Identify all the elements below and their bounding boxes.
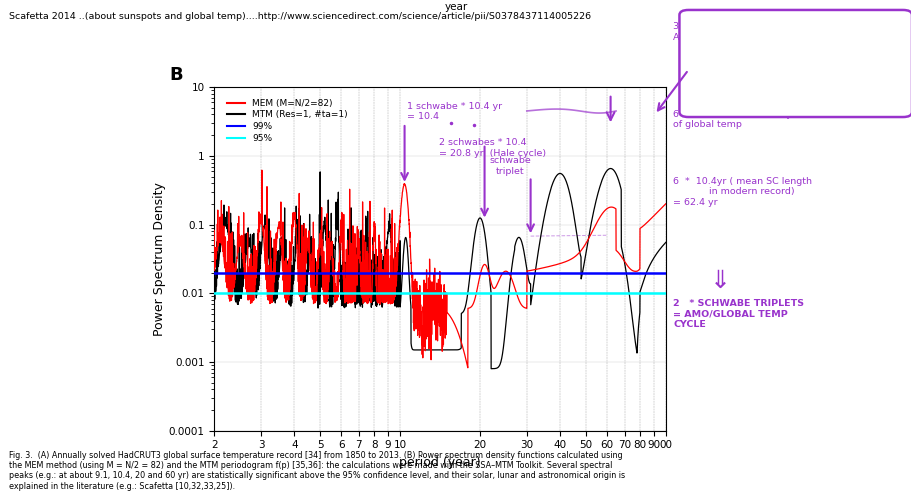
Text: 6 schwabes = one full cycle
of global temp: 6 schwabes = one full cycle of global te…	[672, 110, 804, 129]
Y-axis label: Power Spectrum Density: Power Spectrum Density	[153, 182, 166, 336]
Text: 1 schwabe * 10.4 yr: 1 schwabe * 10.4 yr	[406, 102, 501, 111]
Text: year: year	[444, 2, 467, 12]
Text: B: B	[169, 66, 182, 84]
Text: 3 schwabes = one phase of
AMO/global temp=31.2yr: 3 schwabes = one phase of AMO/global tem…	[672, 22, 804, 42]
Text: SCHWABE
TRIPLET: SCHWABE TRIPLET	[762, 44, 828, 73]
Legend: MEM (M=N/2=82), MTM (Res=1, #ta=1), 99%, 95%: MEM (M=N/2=82), MTM (Res=1, #ta=1), 99%,…	[223, 95, 351, 146]
Text: = 10.4: = 10.4	[406, 112, 438, 121]
X-axis label: period (year): period (year)	[399, 456, 480, 469]
Text: ⇓: ⇓	[709, 269, 730, 293]
Text: 6  *  10.4yr ( mean SC length
            in modern record)
= 62.4 yr: 6 * 10.4yr ( mean SC length in modern re…	[672, 177, 811, 207]
Text: Fig. 3.  (A) Annually solved HadCRUT3 global surface temperature record [34] fro: Fig. 3. (A) Annually solved HadCRUT3 glo…	[9, 451, 625, 491]
Text: Scafetta 2014 ..(about sunspots and global temp)....http://www.sciencedirect.com: Scafetta 2014 ..(about sunspots and glob…	[9, 12, 590, 21]
Text: schwabe
triplet: schwabe triplet	[489, 156, 530, 176]
Text: 2 schwabes * 10.4
= 20.8 yr  (Hale cycle): 2 schwabes * 10.4 = 20.8 yr (Hale cycle)	[438, 138, 546, 158]
Text: 2   * SCHWABE TRIPLETS
= AMO/GLOBAL TEMP
CYCLE: 2 * SCHWABE TRIPLETS = AMO/GLOBAL TEMP C…	[672, 299, 804, 329]
